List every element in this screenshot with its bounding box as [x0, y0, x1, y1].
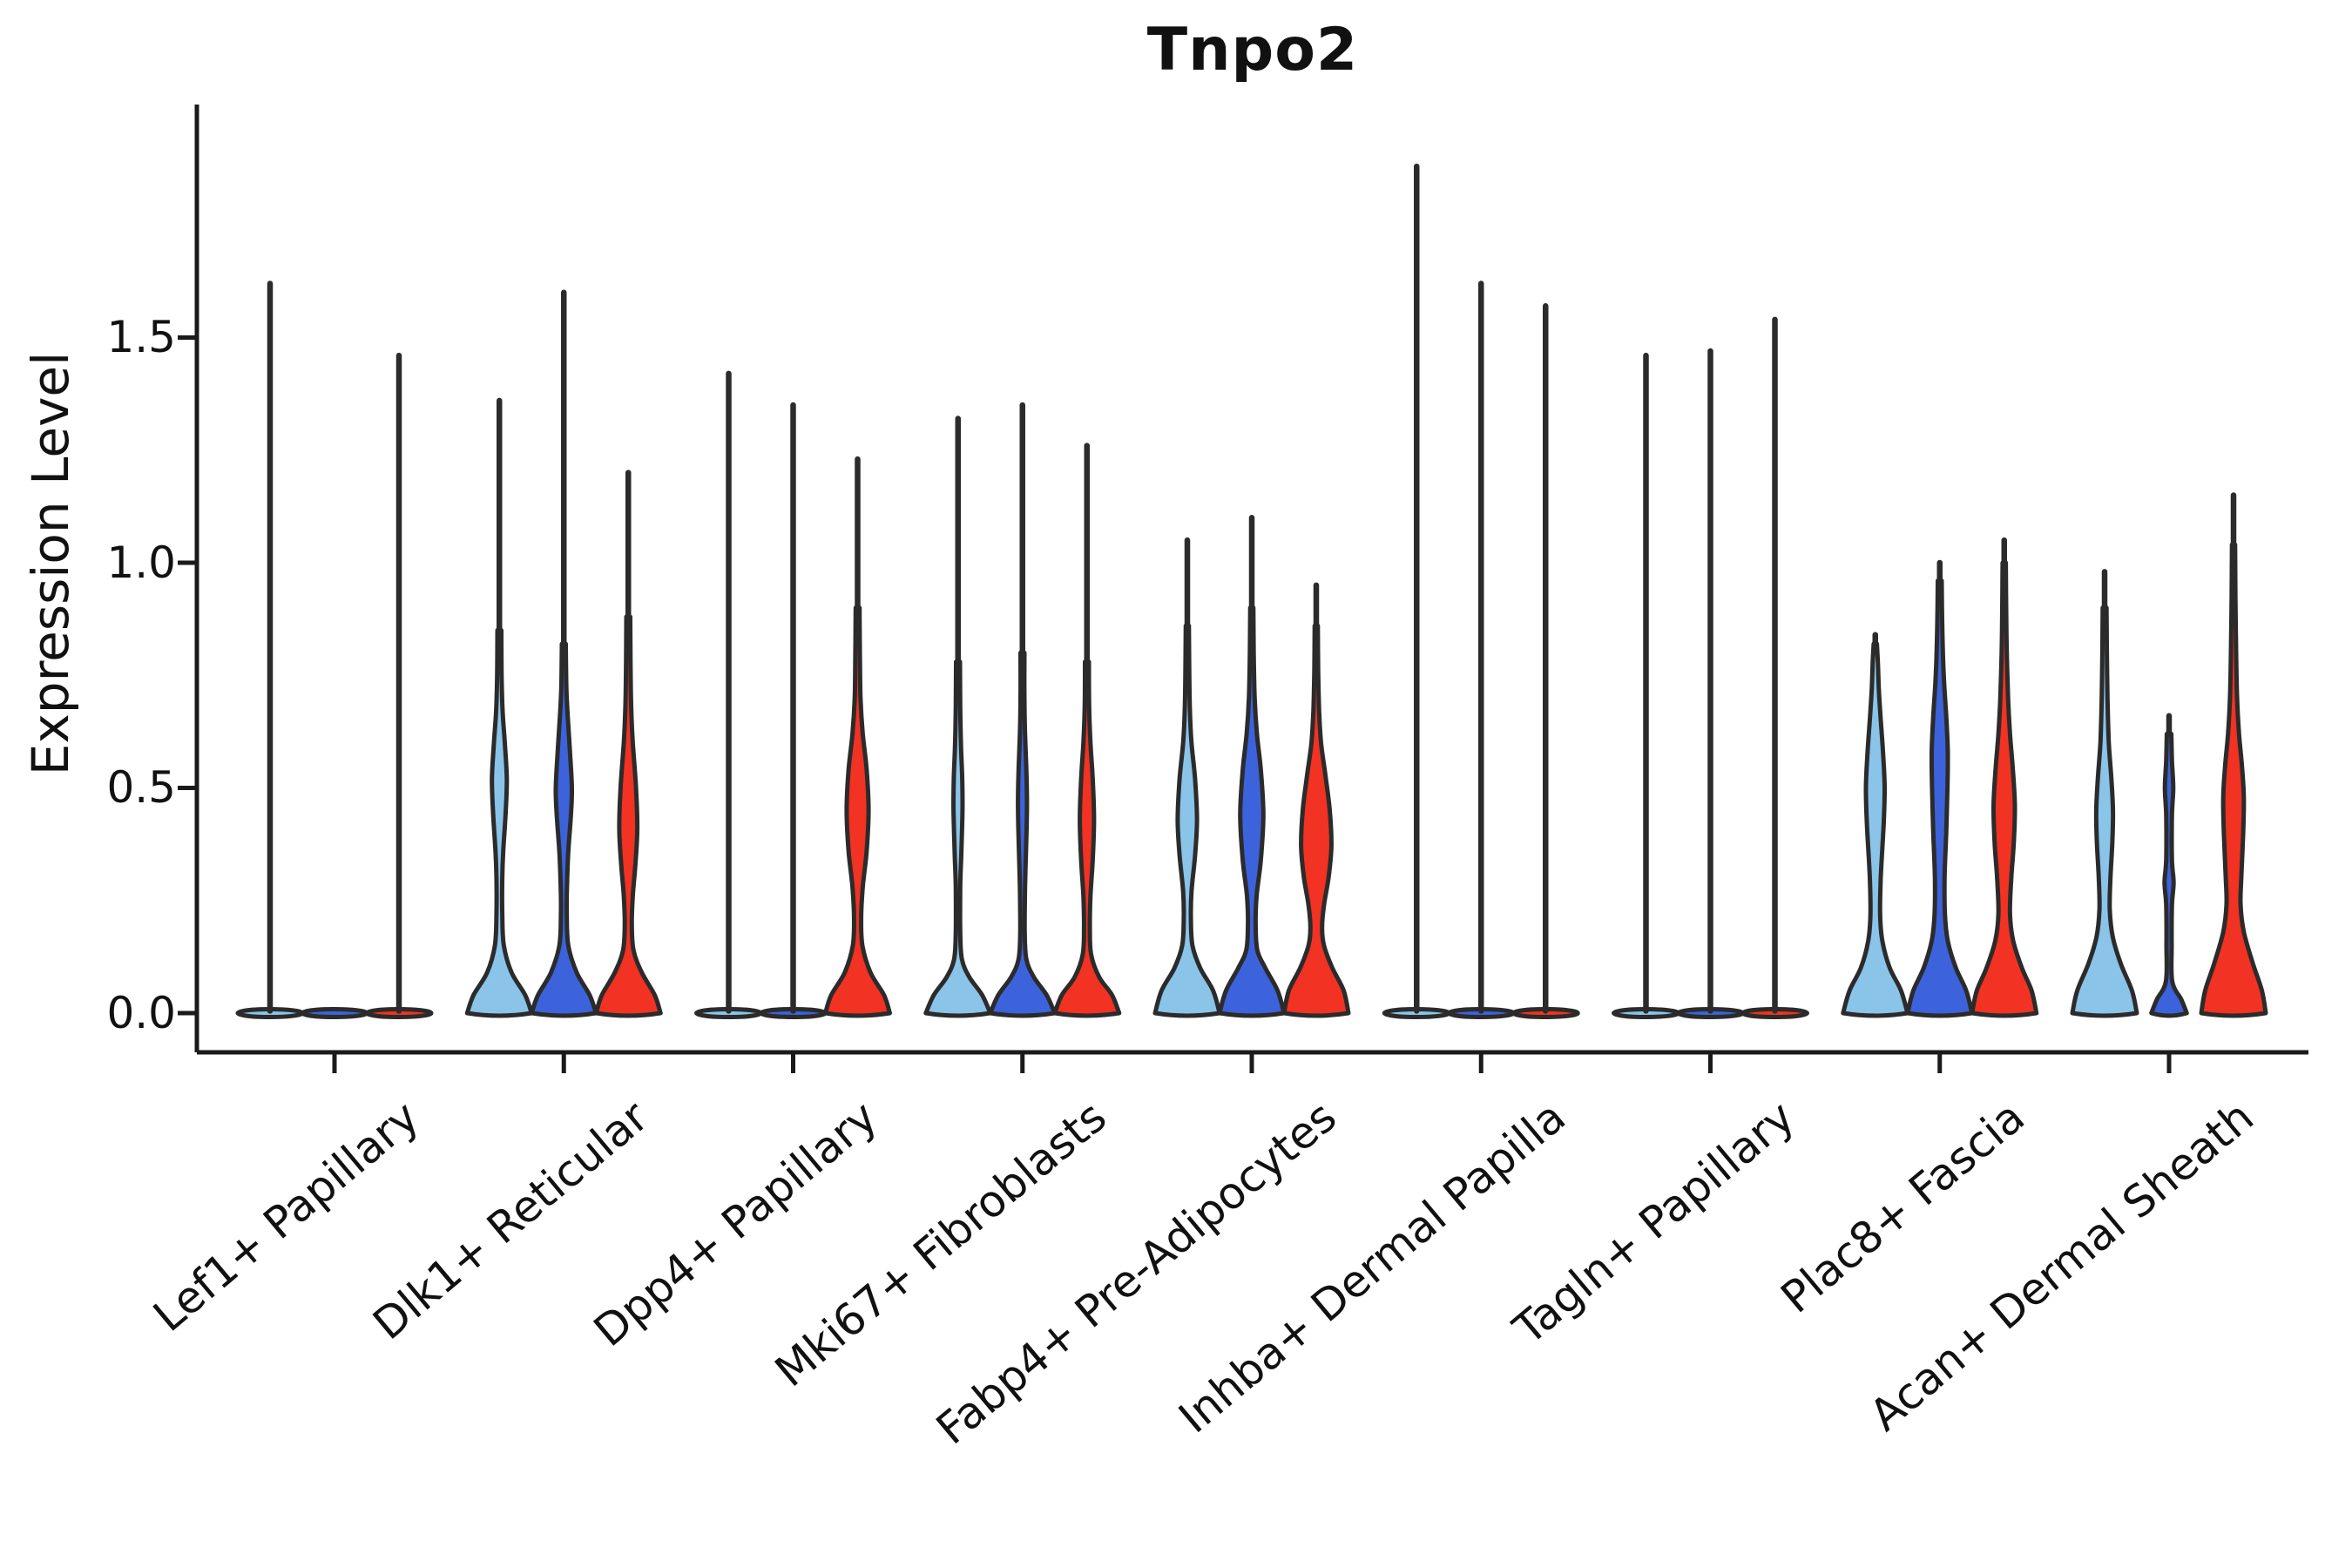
- violin-body-4-2: [1281, 623, 1351, 1018]
- violin-flat-0-1: [300, 1007, 369, 1019]
- violin-body-1-0: [464, 628, 534, 1018]
- violin-body-8-0: [2070, 605, 2139, 1018]
- violin-body-1-1: [529, 641, 598, 1018]
- violin-body-4-0: [1152, 623, 1222, 1018]
- chart-title: Tnpo2: [1146, 16, 1359, 84]
- violin-body-8-1: [2149, 732, 2189, 1018]
- violin-body-1-2: [593, 614, 663, 1018]
- violin-body-8-2: [2199, 542, 2268, 1018]
- violin-body-3-2: [1052, 659, 1122, 1018]
- y-tick-label-1.5: 1.5: [106, 312, 176, 362]
- violin-body-7-0: [1841, 641, 1910, 1018]
- violin-body-7-1: [1905, 578, 1975, 1018]
- y-tick-label-0.0: 0.0: [106, 988, 176, 1038]
- violin-body-3-1: [988, 650, 1058, 1018]
- y-tick-label-1.0: 1.0: [106, 537, 176, 588]
- y-tick-label-0.5: 0.5: [106, 762, 176, 813]
- violin-body-4-1: [1217, 605, 1287, 1018]
- violin-body-7-2: [1970, 560, 2039, 1018]
- violin-body-2-2: [823, 605, 892, 1018]
- violin-body-3-0: [923, 659, 993, 1018]
